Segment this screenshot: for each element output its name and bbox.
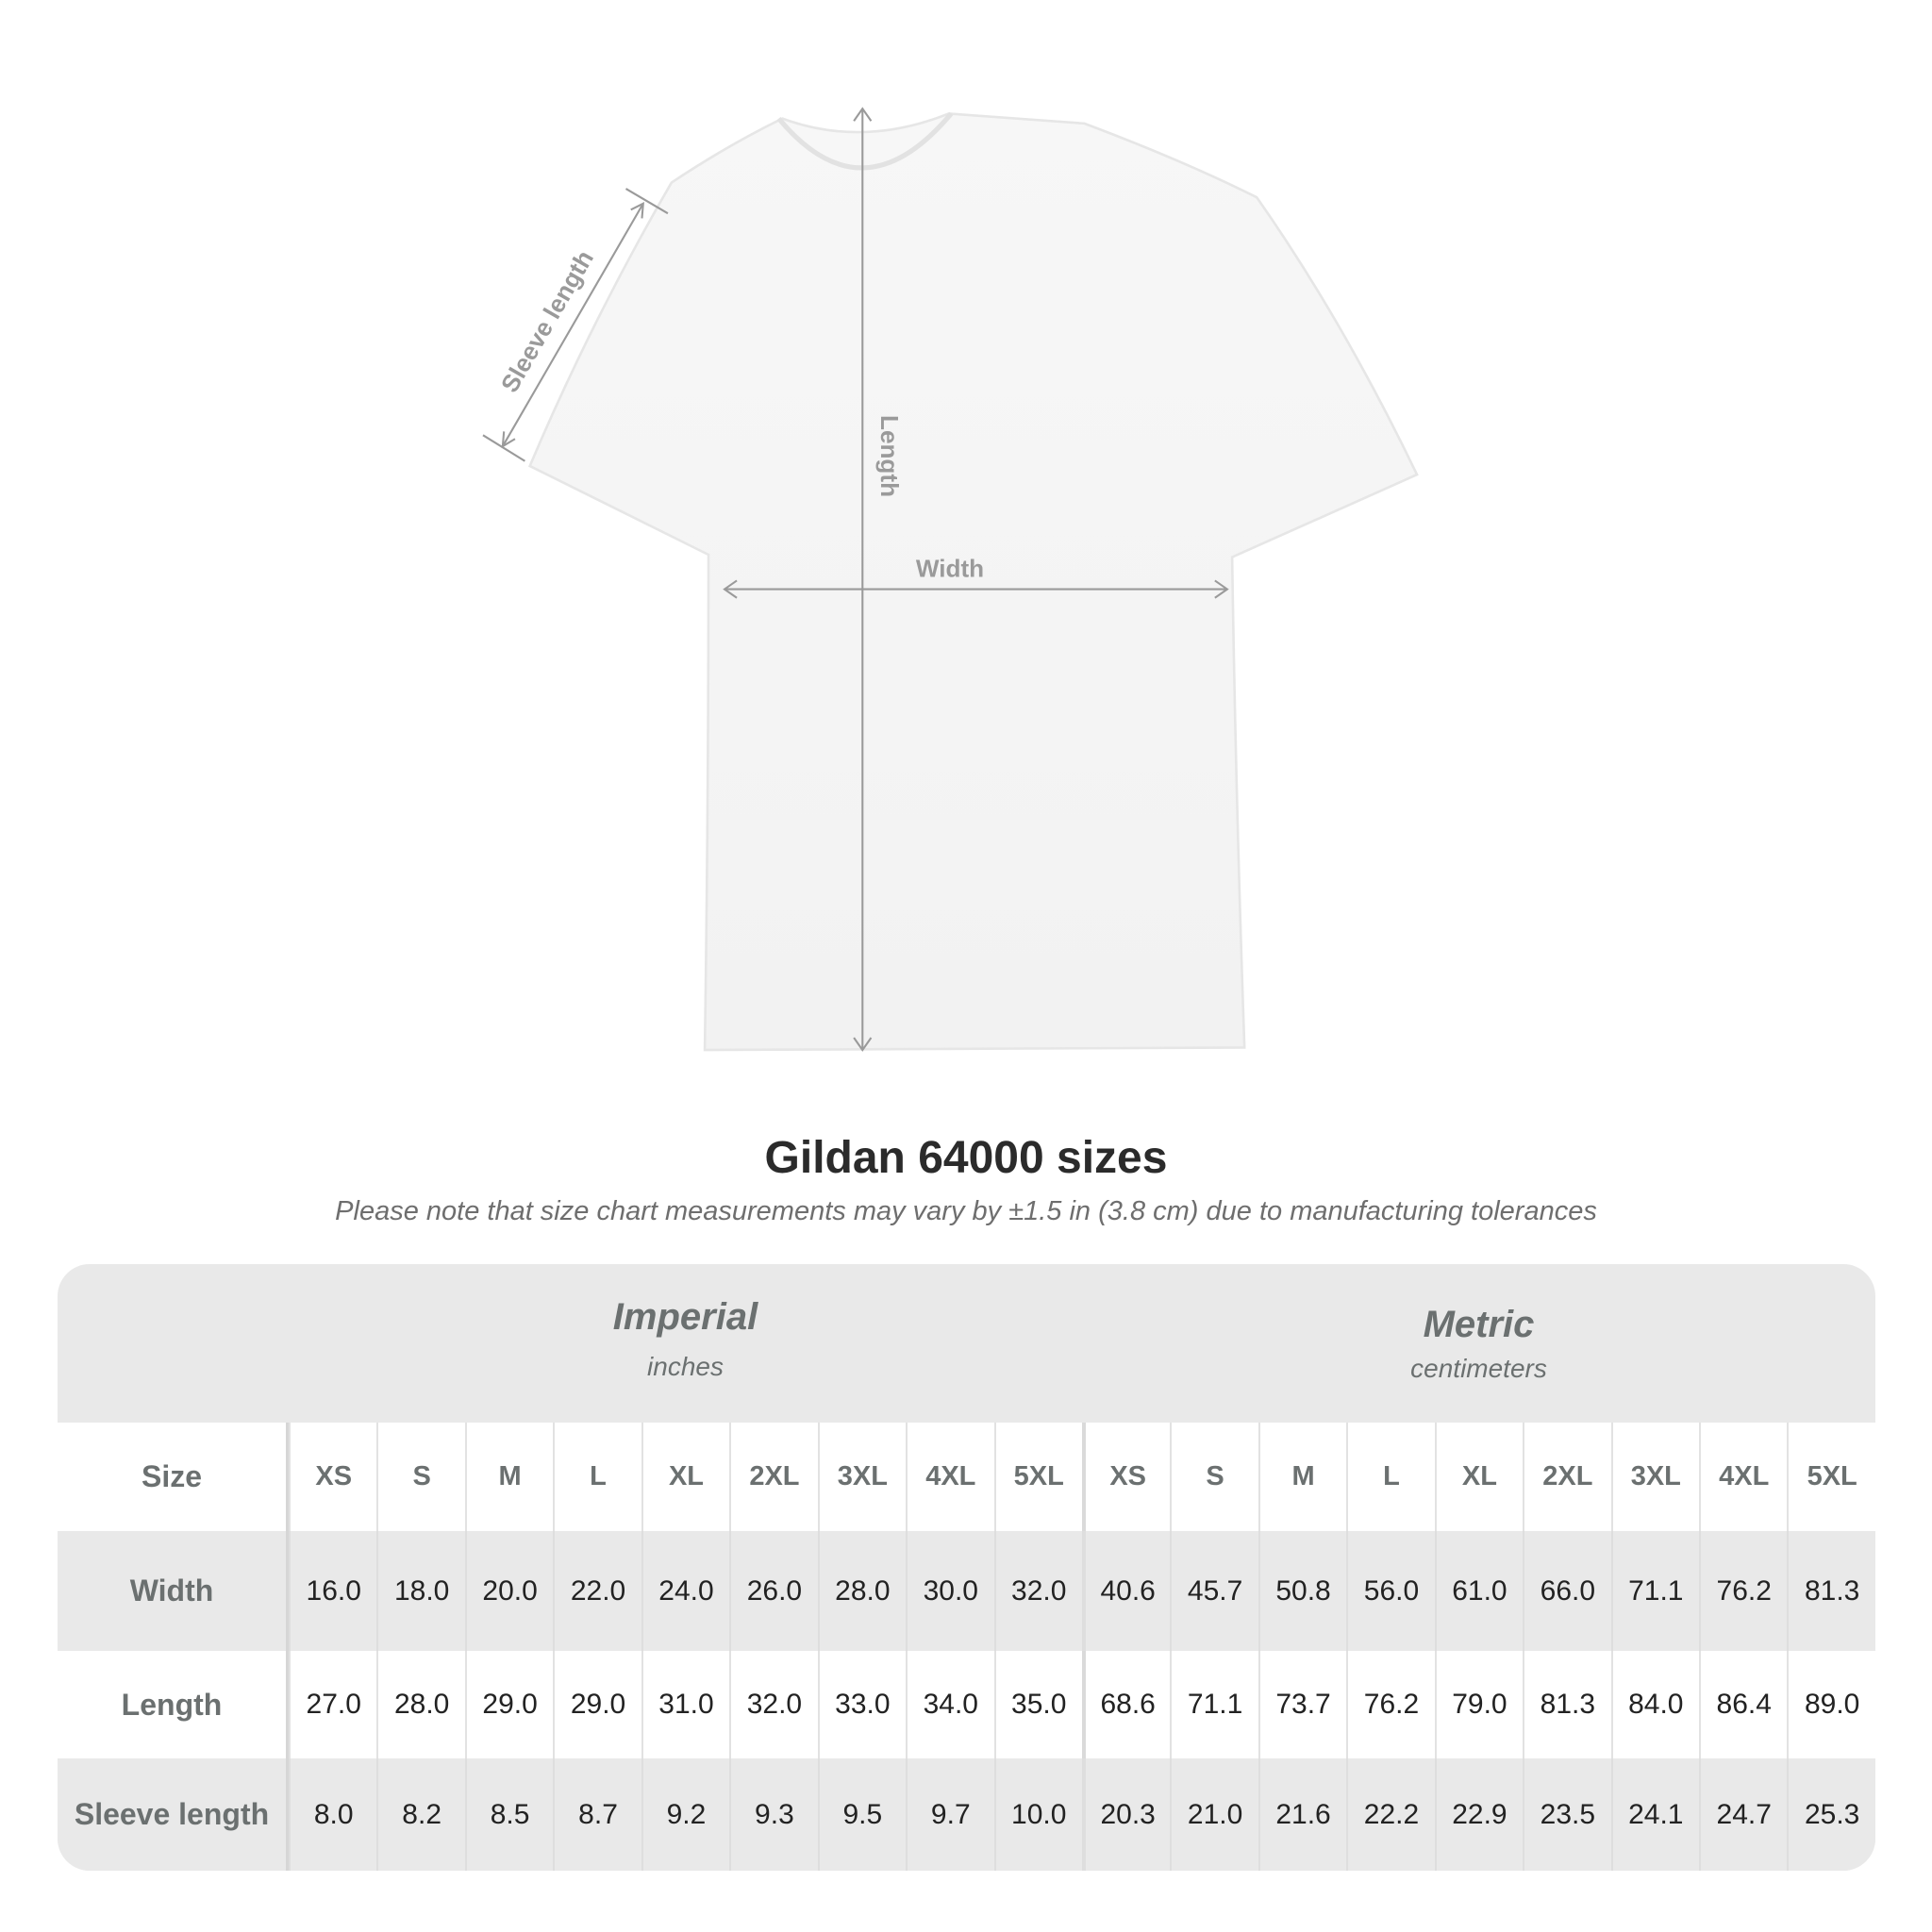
table-cell: 86.4	[1699, 1651, 1787, 1758]
table-cell: 32.0	[729, 1651, 817, 1758]
table-cell: 45.7	[1170, 1531, 1257, 1651]
table-cell: 30.0	[906, 1531, 993, 1651]
table-cell: 9.3	[729, 1758, 817, 1871]
table-cell: 8.2	[376, 1758, 464, 1871]
length-label: Length	[875, 415, 904, 497]
table-cell: 31.0	[641, 1651, 729, 1758]
table-cell: 34.0	[906, 1651, 993, 1758]
size-table: Imperial inches Metric centimeters Size X…	[58, 1264, 1875, 1871]
size-header-cell: L	[553, 1423, 641, 1531]
table-cell: 68.6	[1081, 1651, 1170, 1758]
tshirt-image	[527, 112, 1419, 1052]
table-cell: 24.1	[1610, 1758, 1699, 1871]
size-header-cell: 4XL	[906, 1423, 993, 1531]
table-cell: 21.0	[1170, 1758, 1257, 1871]
table-cell: 71.1	[1170, 1651, 1257, 1758]
imperial-unit: inches	[647, 1352, 724, 1381]
size-header-cell: S	[1170, 1423, 1257, 1531]
table-cell: 32.0	[993, 1531, 1082, 1651]
table-cell: 28.0	[817, 1531, 906, 1651]
size-header-cell: L	[1346, 1423, 1434, 1531]
table-cell: 24.0	[641, 1531, 729, 1651]
table-cell: 8.7	[553, 1758, 641, 1871]
size-header-cell: XS	[1081, 1423, 1170, 1531]
size-header-cell: 3XL	[817, 1423, 906, 1531]
size-header-cell: 5XL	[1787, 1423, 1874, 1531]
table-cell: 76.2	[1346, 1651, 1434, 1758]
row-label: Sleeve length	[58, 1758, 289, 1871]
size-header-cell: M	[1257, 1423, 1346, 1531]
table-row-sleeve-length: Sleeve length 8.0 8.2 8.5 8.7 9.2 9.3 9.5 9.7 10.…	[58, 1758, 1875, 1871]
size-header-cell: 2XL	[729, 1423, 817, 1531]
table-cell: 61.0	[1434, 1531, 1523, 1651]
table-cell: 20.0	[464, 1531, 553, 1651]
imperial-title: Imperial	[612, 1296, 758, 1338]
table-cell: 79.0	[1434, 1651, 1523, 1758]
table-cell: 66.0	[1523, 1531, 1610, 1651]
table-cell: 84.0	[1610, 1651, 1699, 1758]
imperial-header: Imperial inches	[289, 1264, 1082, 1455]
size-header-row: Size XS S M L XL 2XL 3XL 4XL 5XL XS S M L XL 2XL 3XL 4XL 5…	[58, 1423, 1875, 1531]
table-cell: 9.7	[906, 1758, 993, 1871]
table-cell: 25.3	[1787, 1758, 1874, 1871]
table-cell: 24.7	[1699, 1758, 1787, 1871]
size-header-cell: XS	[289, 1423, 376, 1531]
table-cell: 33.0	[817, 1651, 906, 1758]
page-title: Gildan 64000 sizes	[764, 1133, 1168, 1183]
table-cell: 22.0	[553, 1531, 641, 1651]
table-cell: 23.5	[1523, 1758, 1610, 1871]
table-cell: 16.0	[289, 1531, 376, 1651]
table-cell: 28.0	[376, 1651, 464, 1758]
width-label: Width	[916, 555, 984, 583]
tshirt-diagram: Length Width Sleeve length	[482, 107, 1419, 1052]
table-cell: 56.0	[1346, 1531, 1434, 1651]
metric-header: Metric centimeters	[1082, 1264, 1875, 1462]
size-header-cell: 5XL	[993, 1423, 1082, 1531]
metric-title: Metric	[1423, 1304, 1535, 1345]
table-cell: 76.2	[1699, 1531, 1787, 1651]
table-cell: 50.8	[1257, 1531, 1346, 1651]
size-header-cell: XL	[1434, 1423, 1523, 1531]
table-cell: 27.0	[289, 1651, 376, 1758]
size-header-cell: 2XL	[1523, 1423, 1610, 1531]
table-cell: 8.5	[464, 1758, 553, 1871]
table-cell: 81.3	[1523, 1651, 1610, 1758]
size-header-cell: XL	[641, 1423, 729, 1531]
table-cell: 29.0	[464, 1651, 553, 1758]
table-row-length: Length 27.0 28.0 29.0 29.0 31.0 32.0 33.0 34.0 35…	[58, 1651, 1875, 1758]
table-cell: 21.6	[1257, 1758, 1346, 1871]
table-cell: 71.1	[1610, 1531, 1699, 1651]
table-cell: 40.6	[1081, 1531, 1170, 1651]
table-cell: 35.0	[993, 1651, 1082, 1758]
row-label: Width	[58, 1531, 289, 1651]
table-cell: 22.9	[1434, 1758, 1523, 1871]
size-header-cell: 3XL	[1610, 1423, 1699, 1531]
row-label: Size	[58, 1423, 289, 1531]
tshirt-collar	[776, 111, 954, 171]
table-cell: 73.7	[1257, 1651, 1346, 1758]
table-cell: 29.0	[553, 1651, 641, 1758]
table-cell: 81.3	[1787, 1531, 1874, 1651]
table-cell: 26.0	[729, 1531, 817, 1651]
table-cell: 20.3	[1081, 1758, 1170, 1871]
table-cell: 89.0	[1787, 1651, 1874, 1758]
table-row-width: Width 16.0 18.0 20.0 22.0 24.0 26.0 28.0 30.0 32.…	[58, 1531, 1875, 1651]
table-cell: 22.2	[1346, 1758, 1434, 1871]
metric-unit: centimeters	[1410, 1354, 1547, 1383]
table-cell: 10.0	[993, 1758, 1082, 1871]
table-cell: 8.0	[289, 1758, 376, 1871]
size-header-cell: 4XL	[1699, 1423, 1787, 1531]
table-cell: 9.5	[817, 1758, 906, 1871]
table-cell: 18.0	[376, 1531, 464, 1651]
size-header-cell: M	[464, 1423, 553, 1531]
sleeve-line	[501, 203, 644, 447]
row-label: Length	[58, 1651, 289, 1758]
tolerance-note: Please note that size chart measurements…	[335, 1196, 1597, 1226]
size-header-cell: S	[376, 1423, 464, 1531]
table-cell: 9.2	[641, 1758, 729, 1871]
